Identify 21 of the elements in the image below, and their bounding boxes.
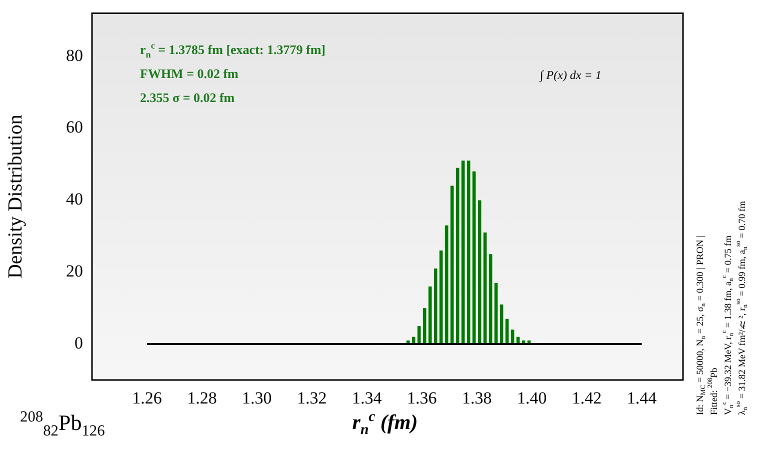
annotation: ∫ P(x) dx = 1 [540, 68, 602, 83]
x-tick-label: 1.34 [352, 388, 382, 408]
x-axis-title: r$_{n}$$^{c}$ (fm) [351, 409, 419, 438]
y-tick-label: 60 [66, 118, 83, 137]
annotation: r$_{n}$$^{c}$ = 1.3785 fm [exact: 1.3779 fm] [140, 40, 326, 62]
x-tick-label: 1.44 [626, 388, 658, 408]
annotation: 2.355 σ = 0.02 fm [140, 89, 236, 107]
y-tick-label: 80 [66, 46, 83, 65]
x-tick-label: 1.40 [516, 388, 547, 408]
x-tick-label: 1.30 [242, 388, 272, 408]
y-tick-label: 20 [66, 262, 83, 281]
x-tick-label: 1.38 [462, 388, 492, 408]
y-tick-label: 0 [74, 334, 83, 353]
x-tick-label: 1.28 [187, 388, 217, 408]
x-tick-label: 1.42 [572, 388, 602, 408]
y-axis-title: Density Distribution [4, 114, 26, 279]
x-tick-label: 1.36 [406, 388, 437, 408]
y-tick-label: 40 [66, 190, 83, 209]
x-tick-label: 1.32 [297, 388, 327, 408]
x-tick-label: 1.26 [132, 388, 162, 408]
annotation: FWHM = 0.02 fm [140, 65, 240, 83]
